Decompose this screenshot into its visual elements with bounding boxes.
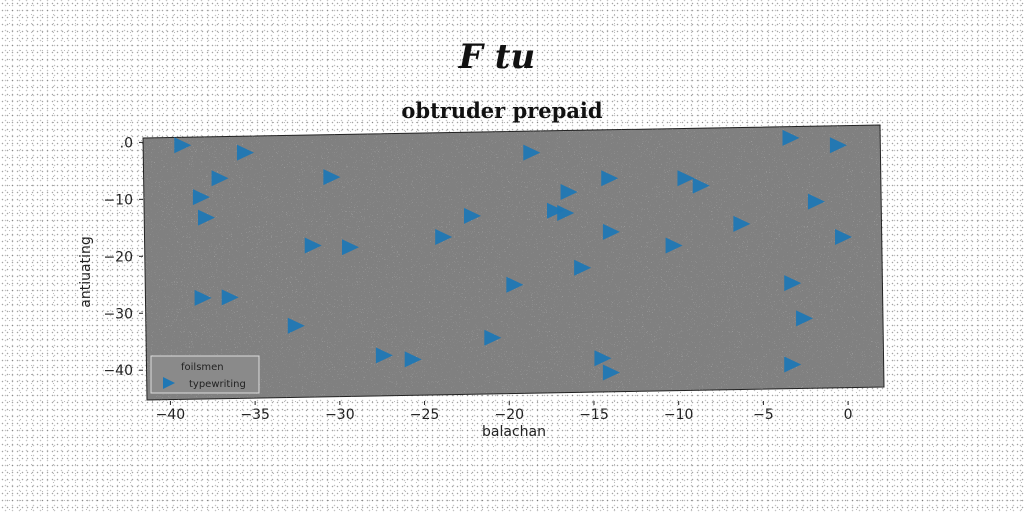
data-point [197, 209, 215, 226]
x-tick-label: −25 [410, 407, 440, 423]
data-point [807, 193, 825, 210]
data-point [236, 144, 254, 161]
data-point [557, 205, 575, 222]
x-tick-label: −5 [753, 407, 774, 423]
plot-area: foilsmen typewriting [142, 124, 885, 401]
y-tick-label: −30 [103, 306, 133, 322]
data-point [835, 228, 853, 245]
y-tick-label: −20 [103, 249, 133, 265]
legend-marker [163, 377, 175, 389]
figure-suptitle: F tu [458, 37, 535, 77]
y-tick-label: .0 [120, 135, 133, 151]
data-point [733, 215, 751, 232]
data-point [211, 170, 229, 187]
x-tick-label: −10 [664, 407, 694, 423]
data-point [523, 144, 541, 161]
y-axis-ticks: .0 −10 −20 −30 −40 [103, 135, 143, 379]
data-point [601, 170, 619, 187]
data-point [574, 259, 592, 276]
plot-noise [143, 125, 884, 400]
chart-title: obtruder prepaid [401, 98, 603, 123]
data-point [404, 351, 422, 368]
data-point [602, 223, 620, 240]
data-point [829, 137, 847, 154]
data-point [463, 207, 481, 224]
y-axis-label: antiuating [78, 236, 94, 307]
y-tick-label: −10 [103, 192, 133, 208]
data-point [174, 137, 192, 154]
data-point [677, 170, 695, 187]
data-point [192, 189, 210, 206]
data-point [796, 310, 814, 327]
data-point [221, 289, 239, 306]
data-point [782, 129, 800, 146]
data-point [435, 228, 453, 245]
data-point [784, 275, 802, 292]
x-tick-label: −20 [494, 407, 524, 423]
data-point [304, 237, 322, 254]
legend-entry-label: typewriting [189, 379, 246, 390]
data-point [665, 237, 683, 254]
x-tick-label: −15 [579, 407, 609, 423]
data-point [602, 364, 620, 381]
data-point [287, 317, 305, 334]
data-point [194, 289, 212, 306]
x-axis-ticks: −40 −35 −30 −25 −20 −15 −10 −5 0 [156, 401, 853, 423]
x-tick-label: −35 [240, 407, 270, 423]
data-point [506, 276, 524, 293]
data-point [547, 202, 565, 219]
data-point [484, 329, 502, 346]
scatter-points [174, 129, 853, 381]
data-point [692, 177, 710, 194]
legend-box [150, 355, 260, 394]
legend: foilsmen typewriting [150, 355, 260, 394]
data-point [784, 356, 802, 373]
data-point [560, 183, 578, 200]
y-tick-label: −40 [103, 363, 133, 379]
data-point [323, 169, 341, 186]
data-point [594, 350, 612, 367]
legend-title: foilsmen [181, 362, 224, 373]
data-point [342, 239, 360, 256]
x-axis-label: balachan [482, 424, 546, 440]
x-tick-label: −40 [156, 407, 186, 423]
x-tick-label: 0 [844, 407, 853, 423]
x-tick-label: −30 [325, 407, 355, 423]
data-point [375, 347, 393, 364]
